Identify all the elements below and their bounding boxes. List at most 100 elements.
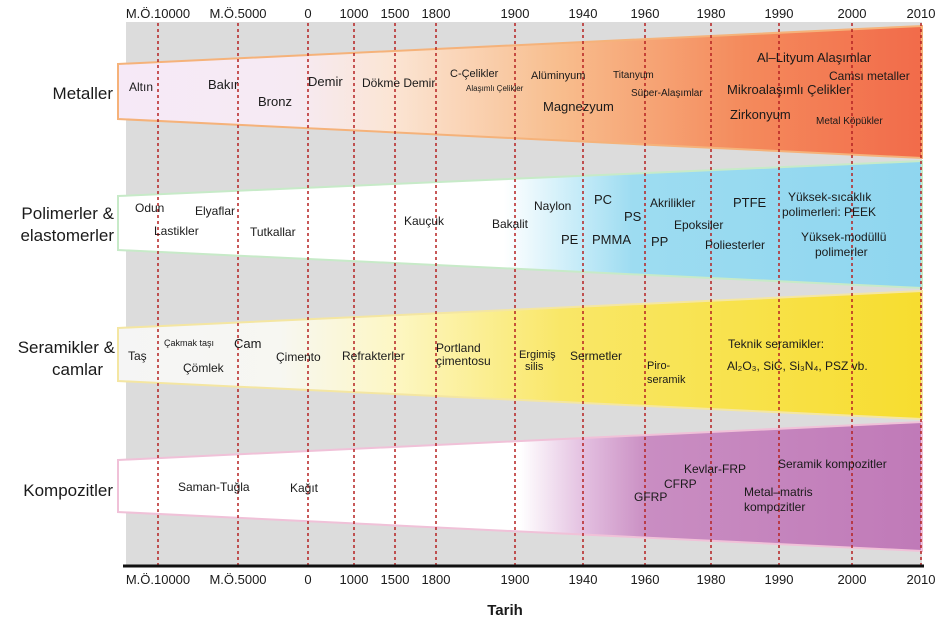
material-label: GFRP (634, 490, 667, 504)
material-label: Demir (308, 74, 343, 89)
material-label: Altın (129, 80, 153, 94)
category-label-seramikler: Seramikler & (18, 338, 116, 357)
tick-label-top: M.Ö.10000 (126, 6, 190, 21)
tick-label-top: 1000 (340, 6, 369, 21)
material-label: Kauçuk (404, 214, 445, 228)
tick-label-top: 1940 (569, 6, 598, 21)
tick-label-bottom: 1980 (697, 572, 726, 587)
band-kompozitler (117, 420, 923, 553)
tick-label-bottom: M.Ö.10000 (126, 572, 190, 587)
material-label: Bakır (208, 77, 239, 92)
material-label: Piro- (647, 360, 671, 372)
material-label: Saman-Tuğla (178, 480, 250, 494)
tick-label-bottom: 1940 (569, 572, 598, 587)
material-label: Çömlek (183, 361, 225, 375)
material-label: PMMA (592, 232, 631, 247)
material-label: Metal–matris (744, 485, 813, 499)
tick-label-top: M.Ö.5000 (209, 6, 266, 21)
material-label: Magnezyum (543, 99, 614, 114)
material-label: Naylon (534, 199, 571, 213)
tick-label-bottom: 1990 (765, 572, 794, 587)
material-label: Titanyum (613, 70, 654, 81)
material-label: Akrilikler (650, 196, 695, 210)
band-seramikler (117, 289, 923, 421)
material-label: polimerleri: PEEK (782, 205, 876, 219)
material-label: PS (624, 209, 642, 224)
material-label: Refrakterler (342, 349, 405, 363)
material-label: CFRP (664, 477, 697, 491)
material-label: Çakmak taşı (164, 338, 214, 348)
materials-kompozitler: Saman-Tuğla Kağıt Kevlar-FRP Seramik kom… (178, 457, 887, 514)
tick-label-bottom: 1800 (422, 572, 451, 587)
tick-label-bottom: 1000 (340, 572, 369, 587)
material-label: Odun (135, 201, 164, 215)
material-label: Bakalit (492, 217, 529, 231)
materials-polimerler: Odun Elyaflar Lastikler Tutkallar Kauçuk… (135, 190, 886, 259)
tick-label-bottom: 2000 (838, 572, 867, 587)
material-label: Çimento (276, 350, 321, 364)
material-label: Seramik kompozitler (778, 457, 887, 471)
gridlines (157, 23, 922, 566)
axis-title: Tarih (487, 602, 523, 619)
material-label: Mikroalaşımlı Çelikler (727, 82, 851, 97)
material-label: Metal Köpükler (816, 116, 883, 127)
tick-label-bottom: 1960 (631, 572, 660, 587)
tick-label-top: 0 (304, 6, 311, 21)
material-label: Dökme Demir (362, 76, 435, 90)
material-label: Camsı metaller (829, 69, 910, 83)
material-label: kompozitler (744, 500, 805, 514)
tick-label-top: 2010 (907, 6, 936, 21)
material-label: Tutkallar (250, 225, 296, 239)
tick-label-top: 1800 (422, 6, 451, 21)
category-label-metaller: Metaller (53, 84, 114, 103)
tick-label-bottom: 1900 (501, 572, 530, 587)
material-label: Ergimiş (519, 349, 556, 361)
material-label: Süper-Alaşımlar (631, 88, 703, 99)
materials-seramikler: Taş Çakmak taşı Cam Çömlek Çimento Refra… (128, 336, 868, 386)
tick-label-top: 1990 (765, 6, 794, 21)
material-label: çimentosu (436, 354, 491, 368)
material-label: PE (561, 232, 579, 247)
material-label: PTFE (733, 195, 767, 210)
material-label: Taş (128, 349, 147, 363)
material-label: Portland (436, 341, 481, 355)
tick-label-bottom: M.Ö.5000 (209, 572, 266, 587)
material-label: Elyaflar (195, 204, 235, 218)
category-labels: Metaller Polimerler & elastomerler Seram… (18, 84, 116, 500)
tick-label-top: 2000 (838, 6, 867, 21)
category-label-seramikler: camlar (52, 360, 103, 379)
material-label: seramik (647, 374, 686, 386)
category-label-polimerler: elastomerler (20, 226, 114, 245)
material-label: Cam (234, 336, 261, 351)
band-metaller (117, 24, 923, 160)
materials-metaller: Altın Bakır Bronz Demir Dökme Demir C-Çe… (129, 50, 910, 127)
material-label: Bronz (258, 94, 292, 109)
category-label-kompozitler: Kompozitler (23, 481, 113, 500)
material-label: Al₂O₃, SiC, Si₃N₄, PSZ vb. (727, 359, 868, 373)
material-label: Zirkonyum (730, 107, 791, 122)
material-label: Al–Lityum Alaşımlar (757, 50, 872, 65)
material-label: PC (594, 192, 612, 207)
tick-label-top: 1980 (697, 6, 726, 21)
tick-label-bottom: 2010 (907, 572, 936, 587)
tick-label-top: 1960 (631, 6, 660, 21)
band-polimerler (117, 159, 923, 290)
material-label: Epoksiler (674, 218, 723, 232)
bottom-tick-labels: M.Ö.10000 M.Ö.5000 0 1000 1500 1800 1900… (126, 572, 936, 587)
material-label: Yüksek-sıcaklık (788, 190, 872, 204)
material-label: Kağıt (290, 481, 319, 495)
material-label: Alaşımlı Çelikler (466, 84, 524, 93)
material-label: silis (525, 361, 544, 373)
tick-label-bottom: 0 (304, 572, 311, 587)
material-label: Kevlar-FRP (684, 462, 746, 476)
top-tick-labels: M.Ö.10000 M.Ö.5000 0 1000 1500 1800 1900… (126, 6, 936, 21)
tick-label-top: 1500 (381, 6, 410, 21)
material-label: Sermetler (570, 349, 622, 363)
tick-label-top: 1900 (501, 6, 530, 21)
tick-label-bottom: 1500 (381, 572, 410, 587)
category-label-polimerler: Polimerler & (21, 204, 114, 223)
material-label: polimerler (815, 245, 868, 259)
material-label: Poliesterler (705, 238, 765, 252)
material-label: Teknik seramikler: (728, 337, 824, 351)
